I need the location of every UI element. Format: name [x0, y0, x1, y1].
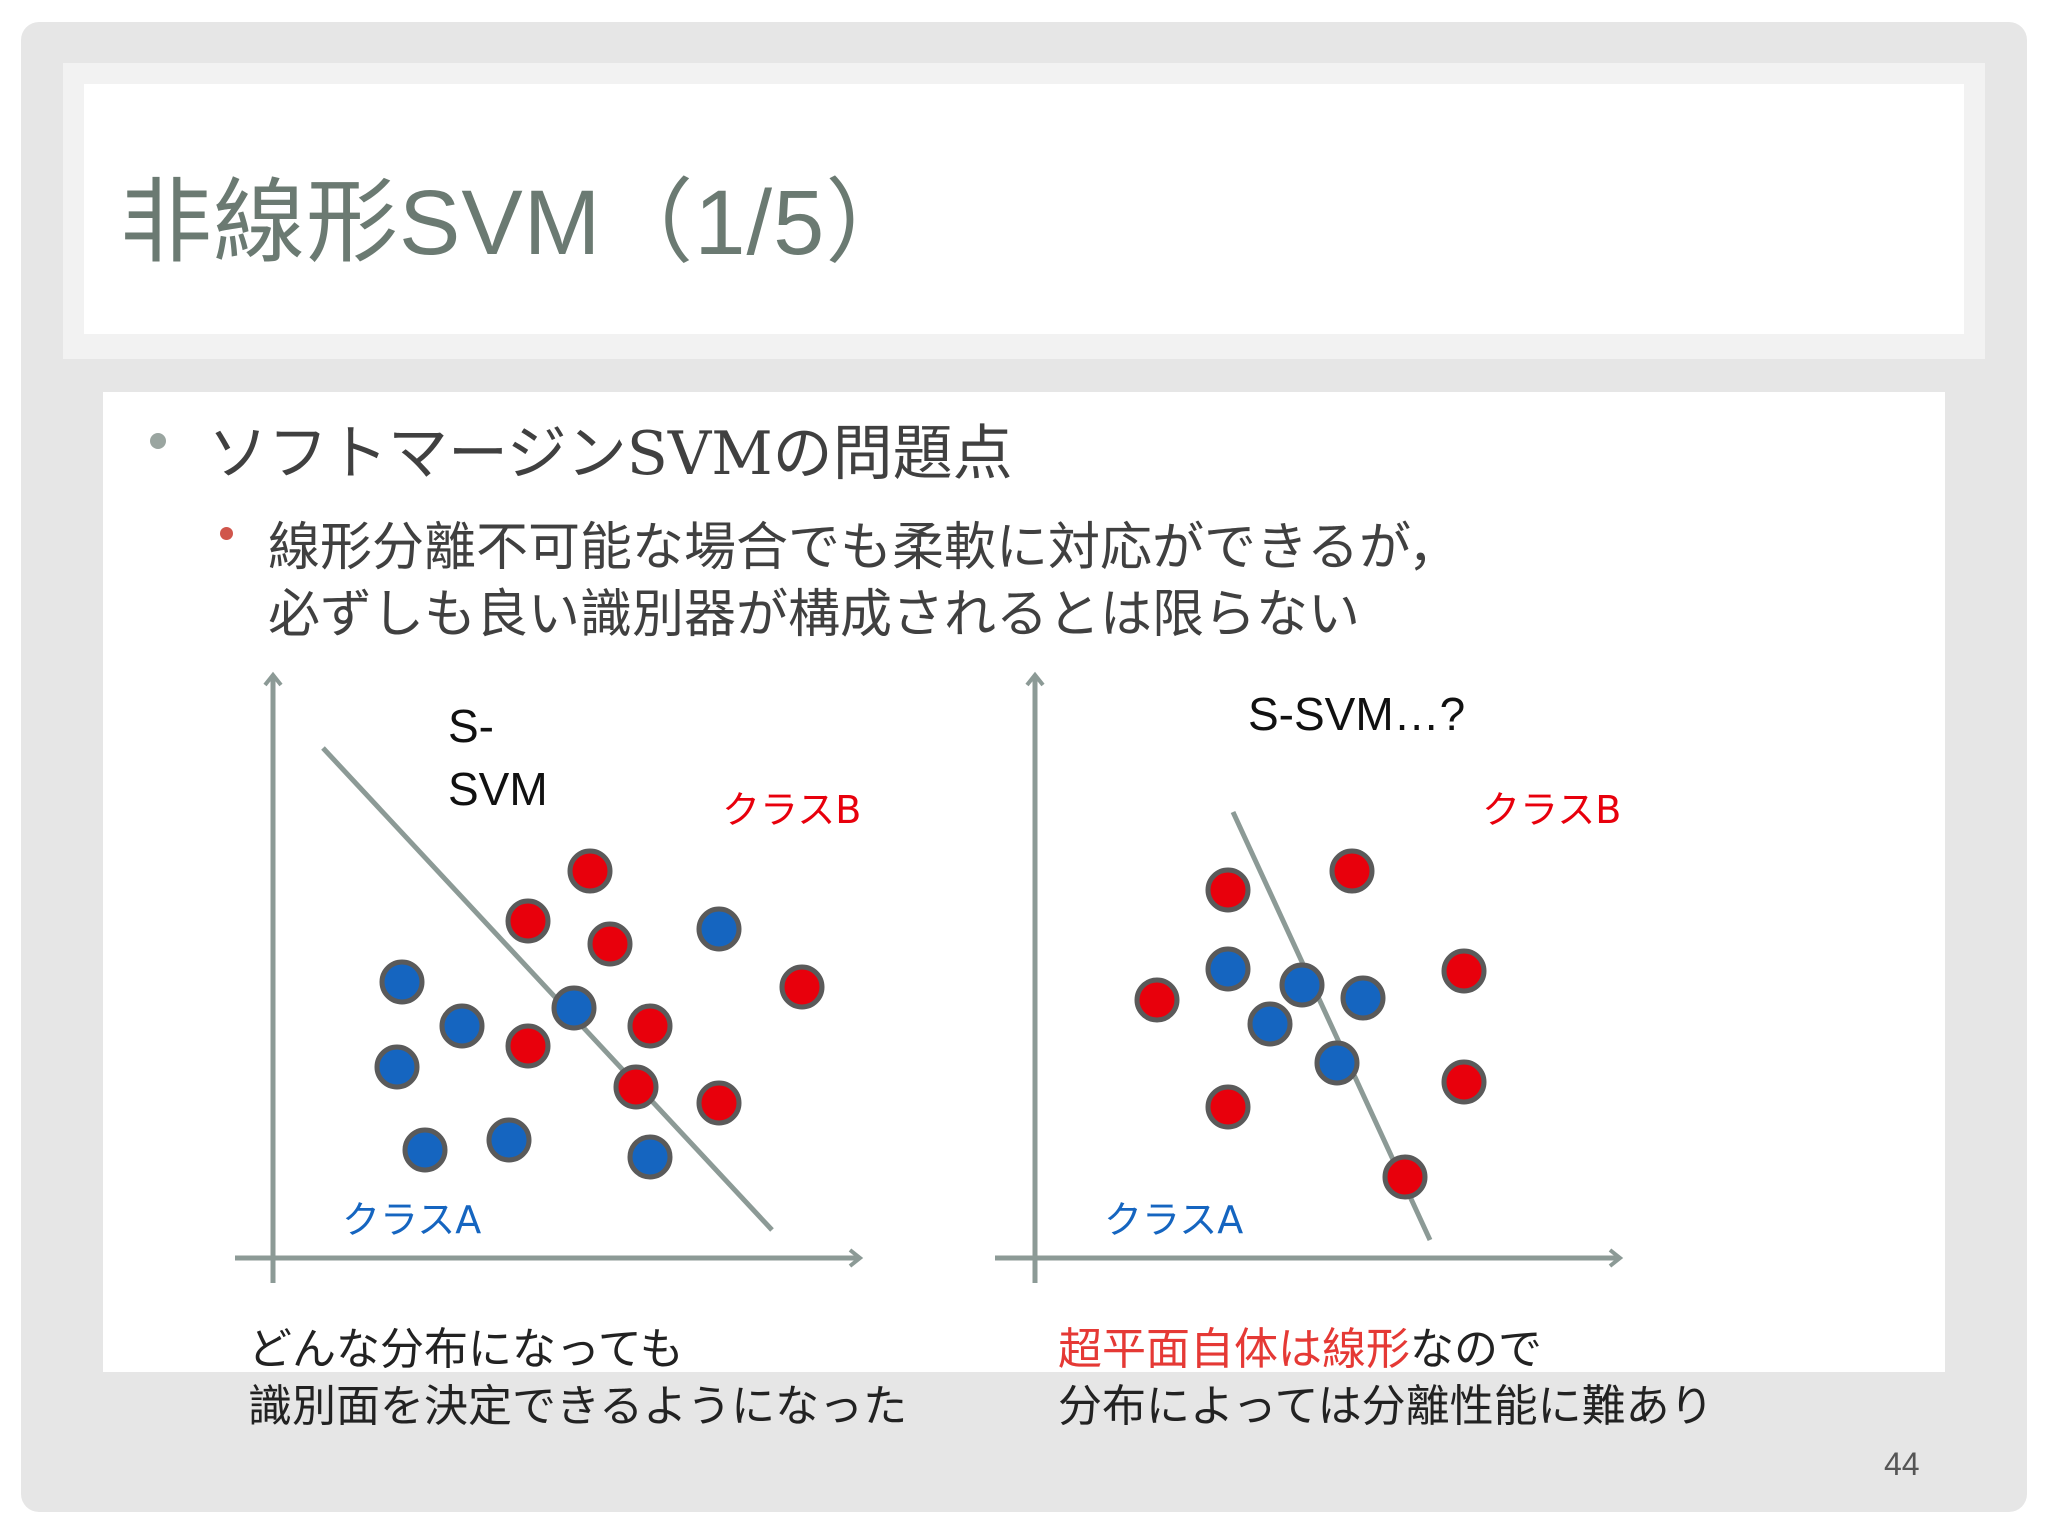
class-b-point: [779, 964, 825, 1010]
class-a-point: [1205, 946, 1251, 992]
class-a-point: [379, 959, 425, 1005]
class-b-point: [505, 1023, 551, 1069]
right-caption-line2: 分布によっては分離性能に難あり: [1058, 1381, 1714, 1432]
title-area: [84, 84, 1964, 334]
title-latin: SVM（1/5）: [399, 172, 919, 274]
class-a-point: [1279, 962, 1325, 1008]
class-b-point: [627, 1003, 673, 1049]
bullet-dot-level2: [220, 527, 233, 540]
class-b-point: [1205, 1084, 1251, 1130]
bullet-dot-level1: [150, 433, 166, 449]
class-a-point: [1247, 1001, 1293, 1047]
class-b-point: [1134, 977, 1180, 1023]
class-a-point: [439, 1003, 485, 1049]
class-a-point: [696, 906, 742, 952]
bullet-level1: ソフトマージンSVMの問題点: [208, 419, 1013, 489]
bullet-level2-line2: 必ずしも良い識別器が構成されるとは限らない: [268, 585, 1361, 645]
left-svm-label-line2: SVM: [448, 763, 548, 815]
bullet-level2-line1: 線形分離不可能な場合でも柔軟に対応ができるが，: [268, 518, 1460, 578]
class-a-point: [551, 985, 597, 1031]
content-area: [103, 392, 1945, 1372]
class-a-point: [1314, 1040, 1360, 1086]
title-jp: 非線形: [120, 169, 400, 276]
right-class-b-label: クラスB: [1482, 788, 1621, 832]
class-a-point: [1340, 975, 1386, 1021]
left-class-b-label: クラスB: [722, 788, 861, 832]
class-b-point: [1205, 867, 1251, 913]
left-svm-label-line1: S-: [448, 700, 494, 752]
right-caption-rest: なので: [1410, 1324, 1542, 1375]
class-b-point: [613, 1064, 659, 1110]
class-b-point: [696, 1080, 742, 1126]
right-class-a-label: クラスA: [1104, 1198, 1243, 1242]
class-b-point: [1441, 948, 1487, 994]
left-separating-line: [321, 746, 774, 1232]
class-b-point: [1382, 1154, 1428, 1200]
page-number: 44: [1884, 1446, 1920, 1482]
class-a-point: [627, 1134, 673, 1180]
class-b-point: [505, 898, 551, 944]
left-points: [374, 848, 825, 1180]
right-svm-label: S-SVM…?: [1248, 688, 1465, 740]
slide-title: 非線形SVM（1/5）: [120, 148, 918, 281]
class-a-point: [374, 1044, 420, 1090]
class-a-point: [486, 1117, 532, 1163]
class-b-point: [587, 921, 633, 967]
class-b-point: [1441, 1059, 1487, 1105]
left-class-a-label: クラスA: [342, 1198, 481, 1242]
class-b-point: [567, 848, 613, 894]
right-caption-highlight: 超平面自体は線形: [1058, 1324, 1410, 1375]
left-caption-line1: どんな分布になっても: [248, 1324, 684, 1375]
class-a-point: [402, 1127, 448, 1173]
class-b-point: [1329, 848, 1375, 894]
right-caption-line1: 超平面自体は線形なので: [1058, 1313, 1542, 1377]
right-points: [1134, 848, 1487, 1200]
left-caption-line2: 識別面を決定できるようになった: [248, 1381, 908, 1432]
